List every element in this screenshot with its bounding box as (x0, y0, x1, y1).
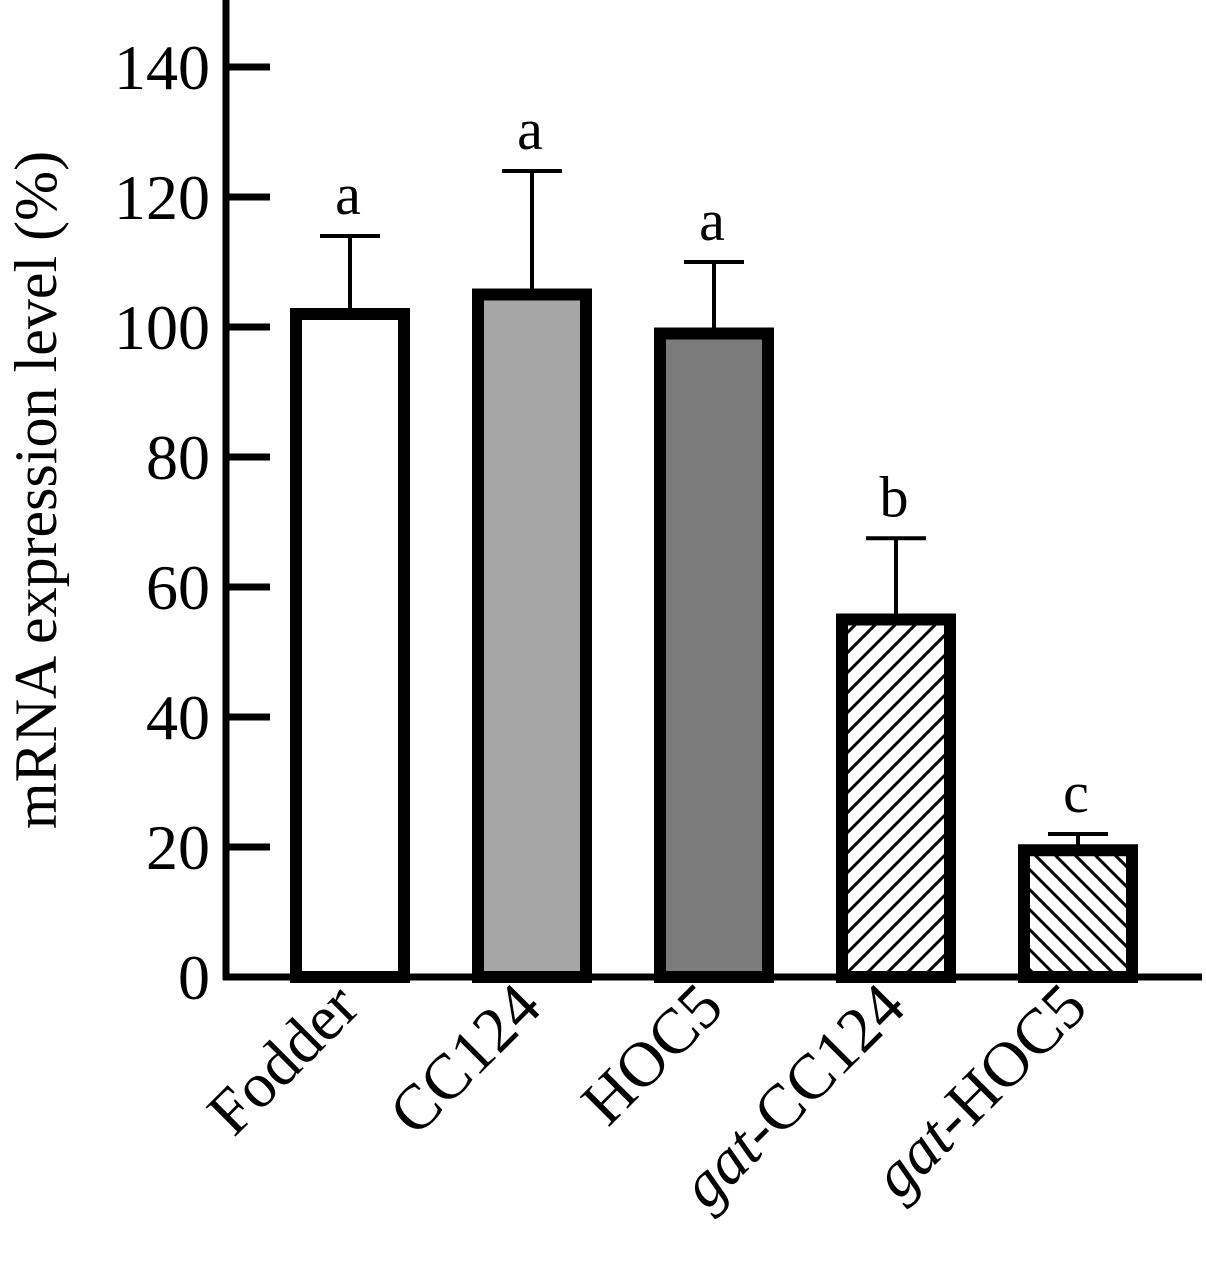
bar-hoc5 (654, 327, 774, 983)
bar-fodder (290, 308, 410, 983)
y-tick-label: 40 (146, 682, 210, 753)
y-tick-label: 0 (178, 942, 210, 1013)
x-tick-label: Fodder (193, 970, 371, 1148)
bar-gat-hoc5 (1018, 844, 1138, 983)
bars (290, 169, 1138, 983)
x-tick-label: HOC5 (568, 970, 736, 1138)
significance-label: a (517, 97, 543, 162)
y-axis-title: mRNA expression level (%) (3, 151, 69, 829)
y-tick-label: 140 (114, 32, 210, 103)
bar-gat-cc124 (836, 613, 956, 983)
bar-cc124 (472, 288, 592, 983)
significance-label: b (880, 464, 909, 529)
significance-label: a (699, 188, 725, 253)
y-tick-label: 100 (114, 292, 210, 363)
y-tick-label: 60 (146, 552, 210, 623)
y-tick-label: 20 (146, 812, 210, 883)
significance-label: c (1063, 760, 1089, 825)
significance-label: a (335, 162, 361, 227)
y-tick-label: 120 (114, 162, 210, 233)
x-tick-label: CC124 (375, 970, 553, 1148)
y-tick-label: 80 (146, 422, 210, 493)
